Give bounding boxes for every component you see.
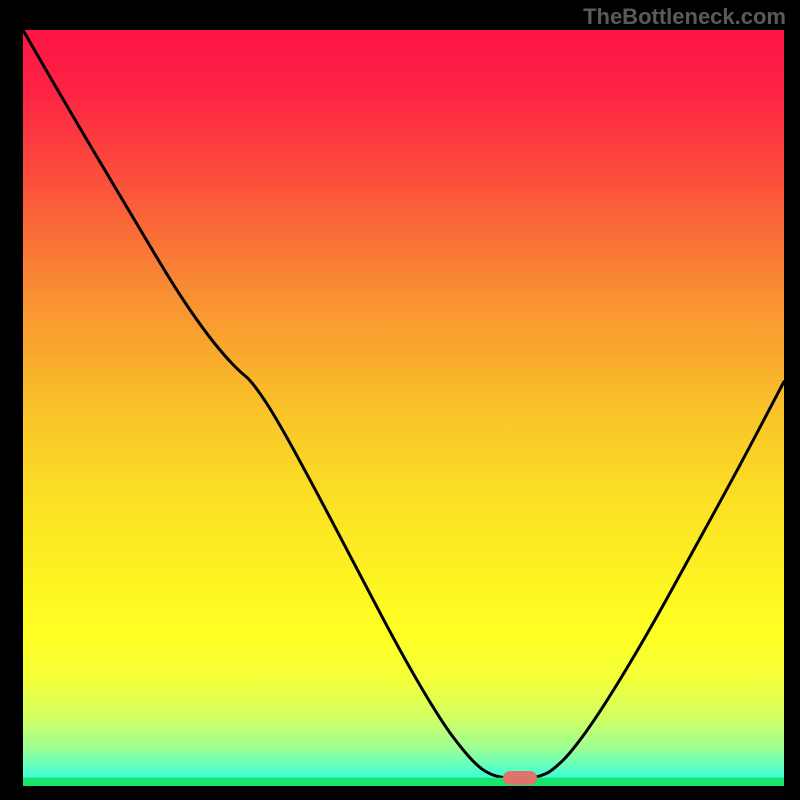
watermark-text: TheBottleneck.com [583,4,786,30]
optimum-marker [503,771,537,785]
green-band [23,778,784,786]
bottleneck-curve [23,30,784,778]
plot-area [23,30,784,786]
chart-svg [23,30,784,786]
